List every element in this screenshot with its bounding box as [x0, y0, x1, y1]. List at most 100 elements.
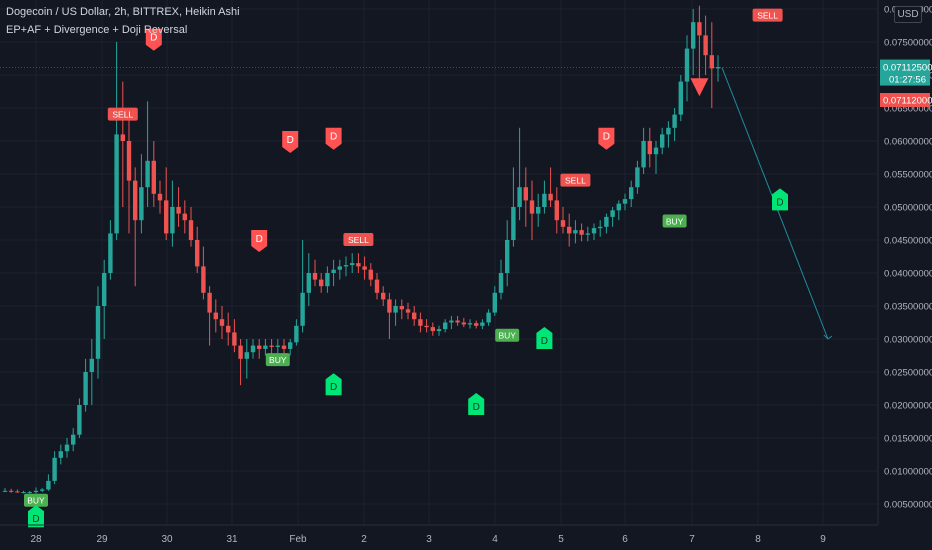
- bullish-divergence-marker: [28, 505, 44, 528]
- candle-body: [505, 240, 510, 273]
- currency-button[interactable]: USD: [894, 6, 922, 23]
- divergence-text: D: [473, 402, 480, 413]
- candle-body: [480, 322, 485, 326]
- candle-body: [610, 210, 615, 217]
- candle-body: [288, 342, 293, 349]
- candle-body: [133, 180, 138, 221]
- indicator-title[interactable]: EP+AF + Divergence + Doji Reversal: [6, 24, 188, 36]
- candle-body: [52, 457, 57, 481]
- candle-body: [77, 405, 82, 435]
- bullish-divergence-marker: [468, 393, 485, 415]
- candle-body: [306, 273, 311, 293]
- divergence-text: D: [776, 197, 783, 208]
- candle-body: [343, 265, 349, 267]
- candle-body: [405, 309, 411, 313]
- marker-price-badge: [880, 93, 930, 107]
- signal-text: SELL: [565, 176, 586, 186]
- bearish-divergence-marker: [325, 127, 342, 150]
- candle-body: [207, 292, 212, 313]
- candle-body: [312, 273, 318, 280]
- buy-signal-label: [662, 214, 687, 228]
- candle-body: [443, 322, 448, 330]
- time-tick-label: 8: [755, 534, 761, 545]
- time-tick-label: 9: [820, 534, 826, 545]
- candle-body: [9, 490, 14, 492]
- buy-signal-label: [265, 353, 290, 367]
- candle-body: [71, 434, 76, 445]
- signal-text: SELL: [112, 110, 133, 120]
- symbol-title[interactable]: Dogecoin / US Dollar, 2h, BITTREX, Heiki…: [6, 6, 240, 18]
- candle-body: [219, 319, 225, 326]
- bullish-divergence-marker: [772, 188, 788, 211]
- divergence-text: D: [541, 336, 548, 347]
- price-tick-label: 0.02500000: [884, 368, 932, 379]
- candle-body: [195, 240, 200, 267]
- candle-body: [244, 352, 249, 359]
- candle-body: [213, 312, 218, 320]
- candle-body: [170, 207, 175, 234]
- candle-body: [399, 306, 404, 310]
- candle-body: [176, 207, 181, 214]
- divergence-text: D: [256, 234, 263, 245]
- candle-body: [660, 134, 665, 148]
- candle-body: [498, 273, 504, 293]
- candle-body: [672, 114, 677, 128]
- candle-body: [40, 489, 45, 491]
- marker-price-text: 0.07112000: [883, 96, 932, 107]
- candle-body: [374, 279, 380, 293]
- candle-body: [430, 327, 435, 332]
- price-tick-label: 0.05500000: [884, 170, 932, 181]
- candle-body: [567, 226, 572, 234]
- candle-body: [653, 147, 659, 155]
- divergence-text: D: [603, 132, 610, 143]
- candle-body: [461, 322, 466, 325]
- candle-body: [263, 345, 268, 349]
- candle-body: [362, 266, 367, 270]
- candle-body: [616, 203, 621, 211]
- doji-reversal-marker: [690, 78, 709, 97]
- candle-body: [102, 273, 107, 306]
- time-tick-label: 6: [622, 534, 628, 545]
- candle-body: [201, 266, 206, 293]
- candle-body: [604, 216, 609, 227]
- candle-body: [629, 187, 634, 200]
- candle-body: [529, 200, 535, 214]
- candle-body: [474, 323, 479, 326]
- candle-body: [232, 332, 237, 346]
- candle-body: [387, 299, 392, 313]
- candle-body: [281, 345, 287, 349]
- candle-body: [591, 228, 597, 234]
- candle-body: [188, 220, 194, 240]
- time-tick-label: 31: [226, 534, 238, 545]
- candle-body: [294, 325, 299, 343]
- sell-signal-label: [560, 173, 591, 187]
- candle-body: [151, 160, 156, 194]
- candle-body: [64, 444, 70, 452]
- candle-body: [381, 292, 386, 300]
- candle-body: [350, 263, 355, 266]
- candle-body: [275, 345, 280, 347]
- candle-body: [635, 167, 640, 188]
- time-tick-label: 30: [161, 534, 173, 545]
- candle-body: [139, 187, 144, 221]
- candle-body: [684, 48, 690, 82]
- signals-layer: BUY D SELL D D BUY D D D SELL D BUY D SELL D BUY D SELL: [24, 8, 833, 528]
- candle-body: [393, 306, 398, 313]
- candle-body: [164, 200, 169, 234]
- price-tick-label: 0.00500000: [884, 500, 932, 511]
- price-tick-label: 0.01500000: [884, 434, 932, 445]
- projection-arrowhead: [823, 334, 833, 340]
- current-price-badge: [880, 59, 930, 86]
- candle-body: [678, 81, 683, 115]
- sell-signal-label: [343, 233, 374, 246]
- candle-body: [368, 269, 373, 280]
- candle-body: [182, 213, 187, 221]
- candle-body: [709, 55, 714, 69]
- divergence-text: D: [330, 132, 337, 143]
- candle-body: [622, 199, 628, 204]
- bearish-divergence-marker: [282, 131, 299, 153]
- price-tick-label: 0.02000000: [884, 401, 932, 412]
